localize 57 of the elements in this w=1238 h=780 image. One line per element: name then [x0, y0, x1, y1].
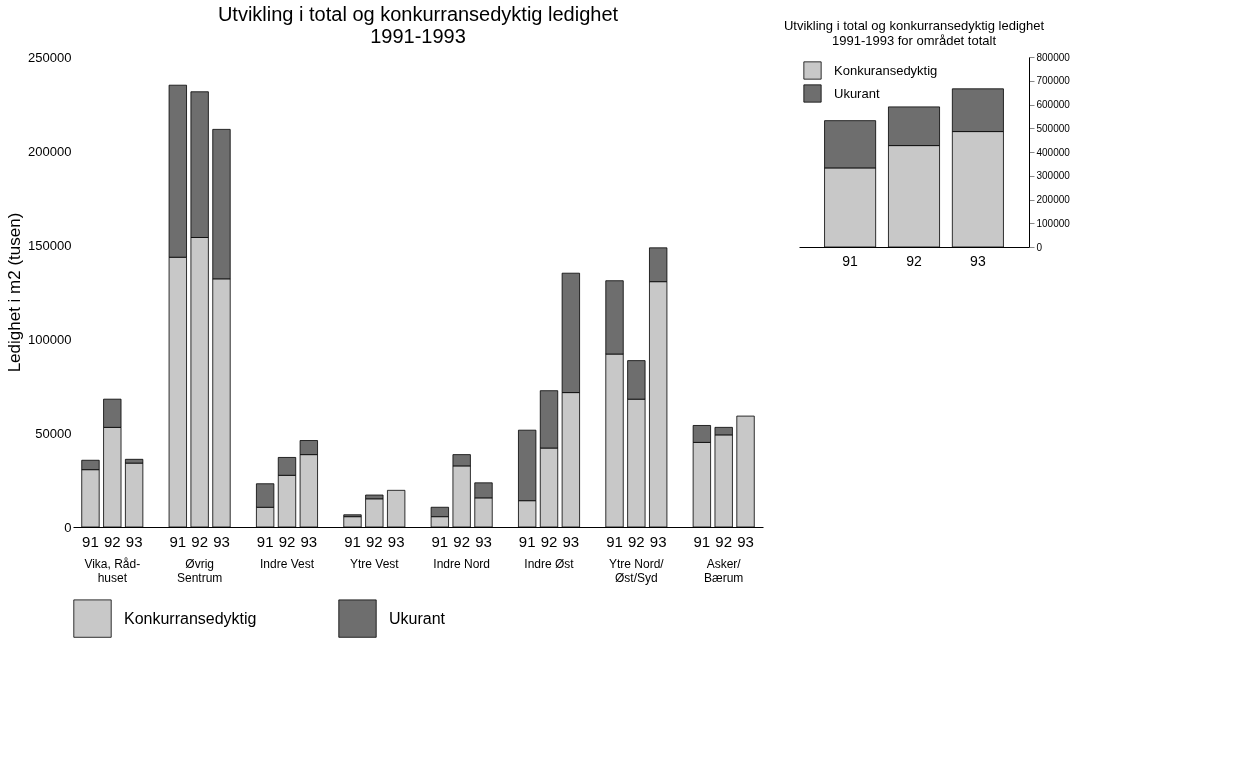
- legend-label: Konkuransedyktig: [834, 62, 938, 78]
- text: Asker/ Bærum: [704, 557, 744, 585]
- x-tick-label: 93: [475, 533, 492, 550]
- y-axis-title: Ledighet i m2 (tusen): [5, 212, 25, 373]
- x-tick-label: 93: [562, 533, 580, 550]
- x-tick-label: 91: [606, 533, 623, 550]
- x-tick-label: 92: [906, 253, 922, 269]
- text: Ytre Vest: [349, 557, 400, 571]
- text: Vika, Råd- huset: [84, 557, 141, 585]
- y2-tick-label: 100000: [1036, 217, 1071, 229]
- text: Indre Nord: [433, 557, 491, 571]
- y2-tick-label: 700000: [1036, 75, 1071, 87]
- text: Øvrig Sentrum: [176, 557, 223, 585]
- x-tick-label: 92: [278, 533, 296, 550]
- y-tick-label: 0: [64, 519, 72, 535]
- y2-tick-label: 500000: [1036, 122, 1071, 134]
- x-tick-label: 93: [649, 533, 667, 550]
- x-tick-label: 91: [82, 533, 99, 550]
- x-tick-label: 91: [842, 253, 859, 269]
- x-tick-label: 91: [344, 533, 361, 550]
- x-tick-label: 92: [628, 533, 645, 550]
- y-tick-label: 50000: [35, 425, 72, 441]
- x-tick-label: 91: [518, 533, 536, 550]
- x-tick-label: 91: [169, 533, 187, 550]
- x-tick-label: 93: [125, 533, 143, 550]
- x-tick-label: 93: [737, 533, 754, 550]
- y2-tick-label: 400000: [1036, 146, 1071, 158]
- y-tick-label: 200000: [28, 143, 72, 159]
- y2-tick-label: 300000: [1036, 170, 1071, 182]
- x-tick-label: 93: [970, 253, 986, 269]
- chart-title: Utvikling i total og konkurransedyktig ledighet 1991-1993 for området totalt: [783, 18, 1045, 48]
- text: Ytre Nord/ Øst/Syd: [609, 557, 665, 585]
- x-tick-label: 92: [540, 533, 558, 550]
- y-tick-label: 100000: [28, 331, 72, 347]
- x-tick-label: 92: [191, 533, 208, 550]
- text: Indre Øst: [524, 557, 575, 571]
- x-tick-label: 92: [715, 533, 733, 550]
- y-tick-label: 250000: [28, 49, 72, 65]
- legend-label: Ukurant: [834, 85, 880, 101]
- x-tick-label: 91: [693, 533, 711, 550]
- x-tick-label: 92: [365, 533, 383, 550]
- x-tick-label: 93: [213, 533, 230, 550]
- legend-label: Konkurransedyktig: [124, 609, 257, 627]
- x-tick-label: 93: [387, 533, 405, 550]
- text: Indre Vest: [259, 557, 315, 571]
- y2-tick-label: 200000: [1036, 194, 1071, 205]
- y2-tick-label: 0: [1036, 241, 1043, 253]
- x-tick-label: 92: [103, 533, 121, 550]
- y-tick-label: 150000: [28, 237, 72, 253]
- x-tick-label: 92: [453, 533, 471, 550]
- x-tick-label: 91: [431, 533, 449, 550]
- y2-tick-label: 800000: [1036, 51, 1071, 63]
- y2-tick-label: 600000: [1036, 99, 1071, 110]
- x-tick-label: 93: [300, 533, 318, 550]
- legend-label: Ukurant: [389, 609, 446, 627]
- chart-title: Utvikling i total og konkurransedyktig ledighet 1991-1993: [217, 3, 619, 47]
- x-tick-label: 91: [256, 533, 274, 550]
